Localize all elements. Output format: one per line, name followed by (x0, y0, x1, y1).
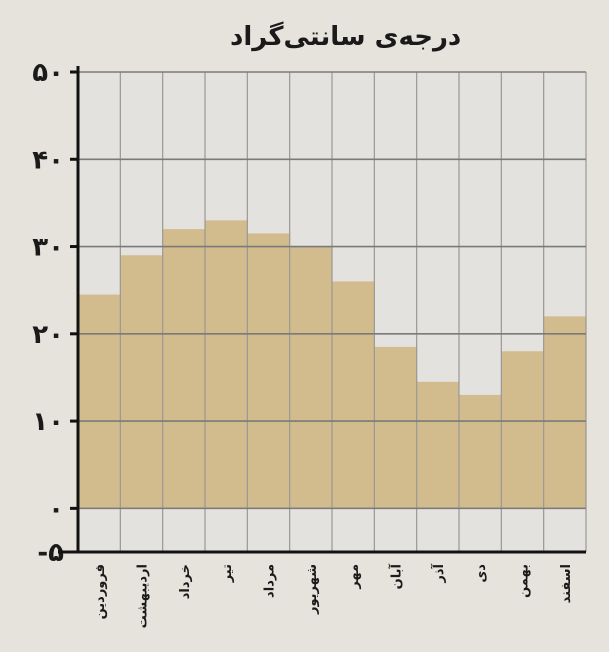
xtick-label: مهر (347, 564, 362, 590)
xtick-label: آذر (430, 563, 447, 583)
ytick-label: ۴۰ (32, 145, 64, 175)
bar-6 (289, 246, 333, 509)
bar-9 (416, 381, 460, 509)
xtick-label: مرداد (263, 564, 278, 598)
xtick-label: آبان (388, 563, 405, 589)
xtick-label: اردیبهشت (136, 564, 151, 628)
xtick-label: بهمن (517, 564, 532, 598)
bar-4 (205, 220, 248, 509)
ytick-label: ۳۰ (32, 233, 64, 263)
bar-11 (501, 351, 545, 509)
bar-5 (247, 233, 291, 509)
bar-1 (78, 294, 121, 509)
xtick-label: فروردین (93, 564, 108, 619)
bar-3 (162, 229, 206, 509)
xtick-label: خرداد (178, 564, 193, 599)
xtick-label: تیر (220, 564, 235, 583)
xtick-label: شهریور (305, 564, 320, 615)
xtick-label: اسفند (559, 564, 574, 603)
ytick-label: ۲۰ (32, 320, 64, 350)
xtick-label: دی (474, 564, 489, 583)
chart-title: درجه‌ی سانتی‌گراد (230, 21, 461, 52)
bar-2 (120, 255, 164, 509)
ytick-label: ۱۰ (32, 407, 64, 437)
ytick-label: ۰ (48, 494, 64, 524)
bar-12 (543, 316, 587, 509)
ytick-label: ۵۰ (32, 58, 64, 88)
bar-8 (374, 346, 418, 509)
bar-7 (332, 281, 375, 509)
bar-10 (459, 394, 502, 509)
